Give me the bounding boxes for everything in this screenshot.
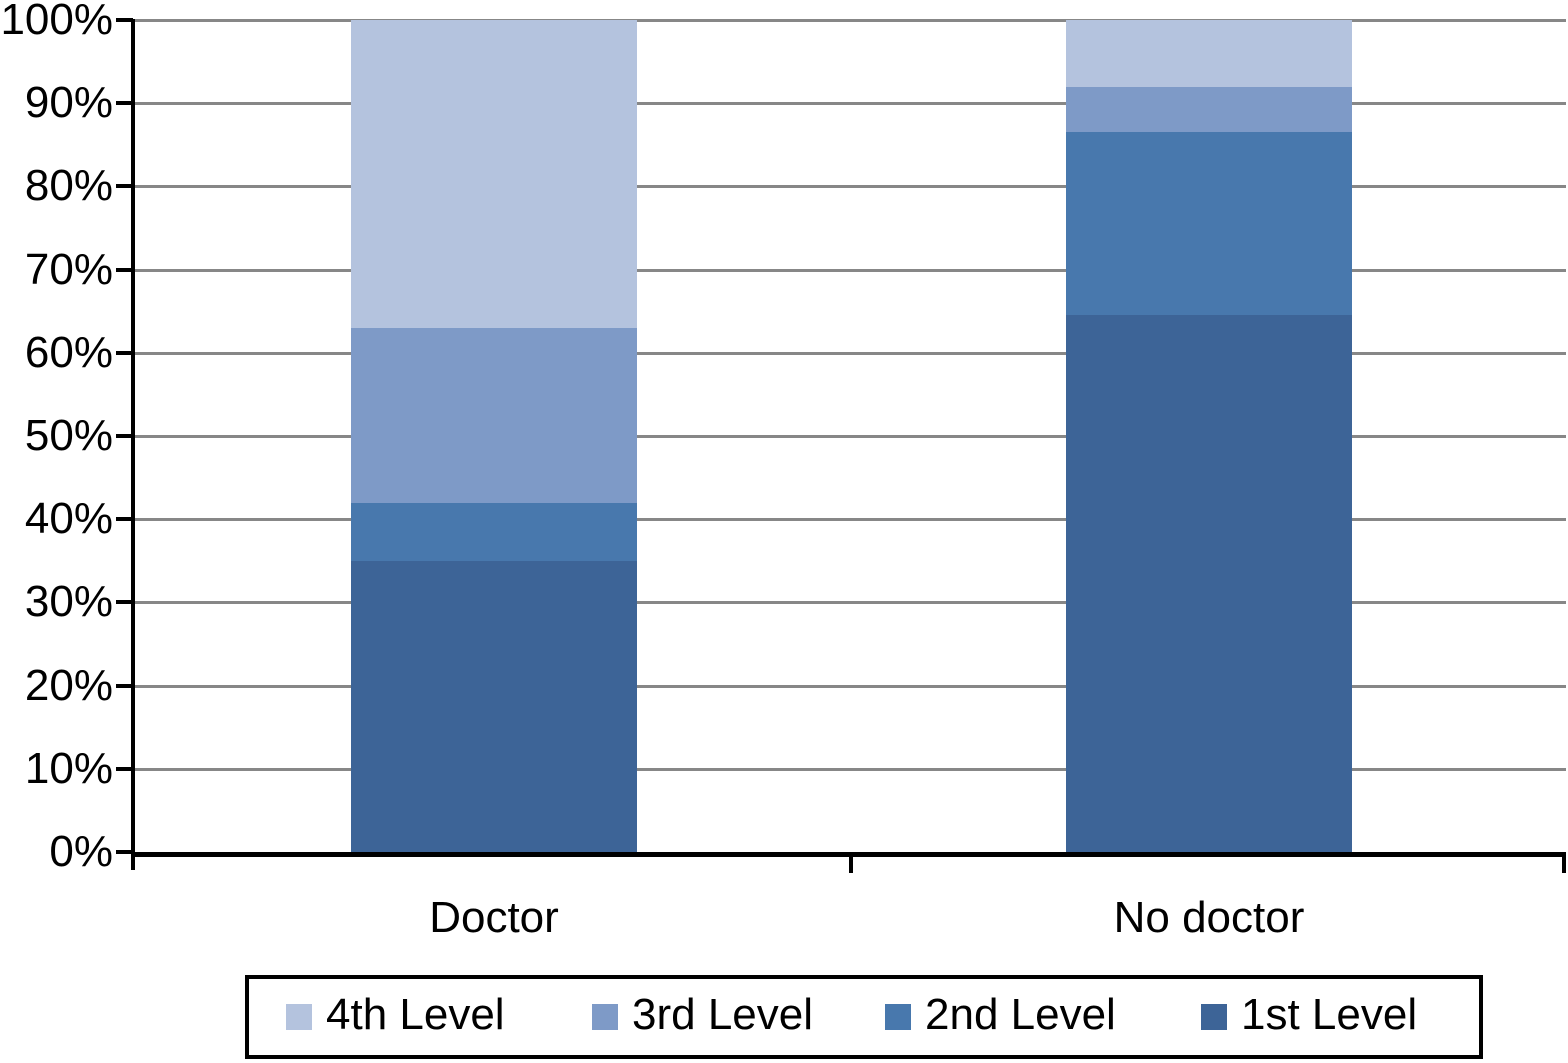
- y-axis-tick-80: [116, 184, 133, 189]
- bar-segment-no-doctor-2nd-level: [1066, 132, 1352, 316]
- y-axis-tick-label: 40%: [24, 494, 113, 544]
- y-axis-tick-20: [116, 683, 133, 688]
- gridline-50: [133, 435, 1566, 438]
- x-axis-category-label: Doctor: [429, 893, 559, 942]
- y-axis-line: [131, 19, 135, 870]
- legend-item-label: 2nd Level: [925, 990, 1116, 1039]
- legend-swatch-icon: [592, 1004, 618, 1030]
- y-axis-tick-90: [116, 101, 133, 106]
- legend-item-label: 3rd Level: [632, 990, 814, 1039]
- gridline-80: [133, 185, 1566, 189]
- bar-segment-doctor-3rd-level: [351, 327, 637, 503]
- y-axis-tick-label: 80%: [24, 161, 113, 211]
- bar-segment-no-doctor-1st-level: [1066, 315, 1352, 852]
- y-axis-tick-label: 10%: [24, 743, 113, 793]
- gridline-70: [133, 268, 1566, 272]
- bar-segment-no-doctor-4th-level: [1066, 20, 1352, 87]
- x-axis-tick-right: [1562, 853, 1566, 873]
- legend-item-label: 1st Level: [1241, 990, 1418, 1039]
- legend-swatch-icon: [1201, 1004, 1227, 1030]
- y-axis-tick-70: [116, 267, 133, 272]
- legend-item-label: 4th Level: [326, 990, 505, 1039]
- gridline-100: [133, 19, 1566, 22]
- y-axis-tick-label: 20%: [24, 660, 113, 710]
- y-axis-tick-label: 50%: [24, 411, 113, 460]
- y-axis-tick-label: 70%: [24, 244, 113, 294]
- legend: 4th Level 3rd Level 2nd Level 1st Level: [245, 975, 1483, 1059]
- y-axis-tick-40: [116, 517, 133, 522]
- y-axis-tick-60: [116, 350, 133, 355]
- legend-swatch-icon: [286, 1004, 312, 1030]
- bar-segment-no-doctor-3rd-level: [1066, 86, 1352, 133]
- bar-segment-doctor-2nd-level: [351, 502, 637, 561]
- y-axis-tick-label: 30%: [24, 577, 113, 627]
- bar-segment-doctor-4th-level: [351, 20, 637, 328]
- gridline-30: [133, 601, 1566, 605]
- gridline-60: [133, 351, 1566, 355]
- x-axis-line: [131, 852, 1566, 857]
- y-axis-tick-10: [116, 766, 133, 771]
- gridline-20: [133, 684, 1566, 688]
- y-axis-tick-50: [116, 434, 133, 438]
- gridline-10: [133, 767, 1566, 771]
- y-axis-tick-100: [116, 18, 133, 22]
- legend-swatch-icon: [885, 1004, 911, 1030]
- x-axis-category-label: No doctor: [1113, 893, 1305, 942]
- x-axis-tick-middle: [849, 853, 853, 873]
- y-axis-tick-label: 100%: [0, 0, 113, 44]
- y-axis-tick-30: [116, 600, 133, 605]
- y-axis-tick-0: [116, 850, 133, 854]
- gridline-90: [133, 102, 1566, 106]
- bar-segment-doctor-1st-level: [351, 560, 637, 852]
- y-axis-tick-label: 90%: [24, 78, 113, 128]
- y-axis-tick-label: 60%: [24, 327, 113, 377]
- y-axis-tick-label: 0%: [49, 827, 113, 876]
- gridline-40: [133, 518, 1566, 522]
